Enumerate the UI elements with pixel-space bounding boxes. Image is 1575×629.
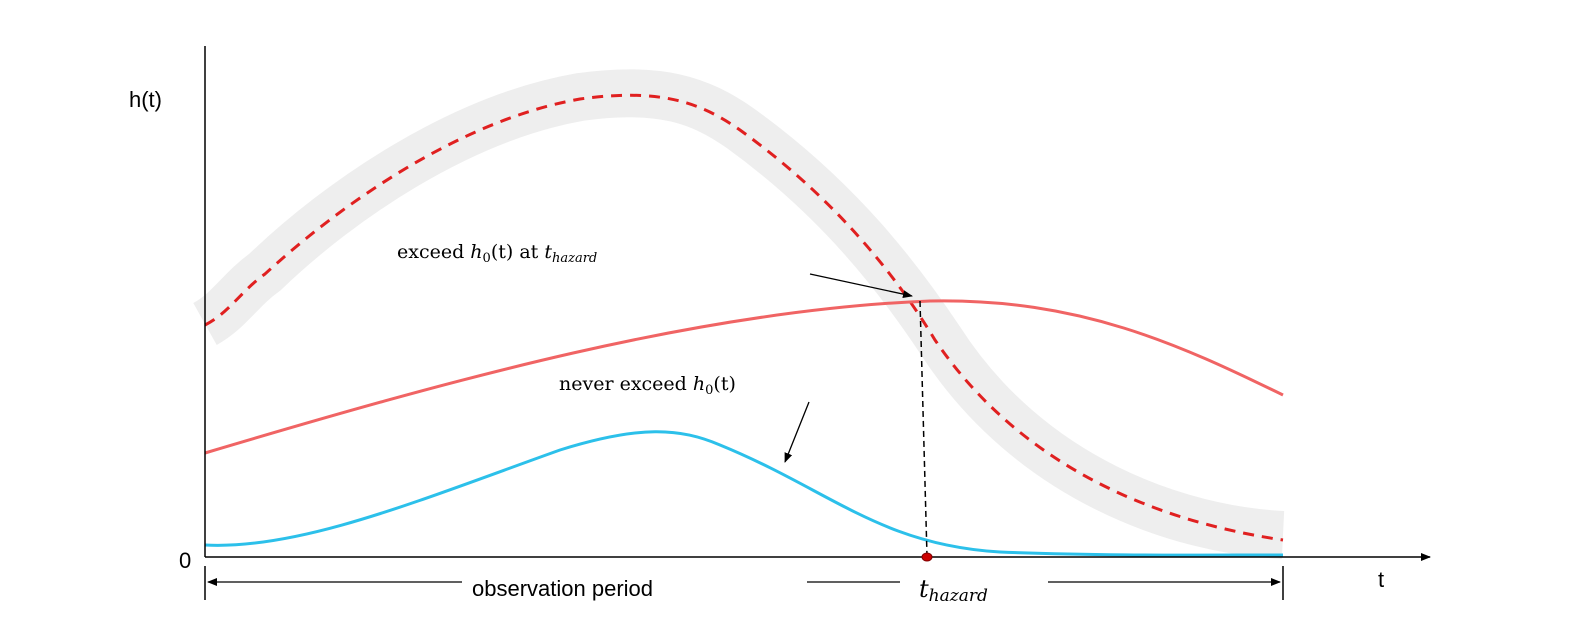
y-axis-label: h(t) <box>129 87 162 112</box>
never-h-sub: 0 <box>705 383 713 398</box>
t-hazard-label: thazard <box>919 575 988 606</box>
exceed-h-sub: 0 <box>483 251 491 266</box>
exceed-t-sub: hazard <box>552 251 597 266</box>
observation-period-label: observation period <box>472 576 653 601</box>
hazard-curve-exceed <box>204 299 1284 455</box>
exceed-h: h <box>470 241 482 263</box>
t-hazard-sub: hazard <box>929 586 988 606</box>
hazard-curve-never <box>204 430 1284 557</box>
exceed-t: t <box>544 241 552 263</box>
threshold-curve <box>204 93 1284 542</box>
exceed-prefix: exceed <box>397 241 470 263</box>
threshold-band <box>192 69 1285 559</box>
exceed-args: (t) <box>491 241 513 263</box>
exceed-annotation: exceed h0(t) at thazard <box>397 241 597 266</box>
never-prefix: never exceed <box>559 373 693 395</box>
never-arrow <box>784 401 810 463</box>
never-args: (t) <box>713 373 735 395</box>
t-hazard-main: t <box>919 575 929 603</box>
t-hazard-marker <box>921 552 933 562</box>
t-hazard-dropline <box>919 300 928 557</box>
zero-label: 0 <box>179 548 191 573</box>
never-h: h <box>693 373 705 395</box>
exceed-arrow <box>809 273 913 299</box>
x-axis-label: t <box>1378 567 1384 592</box>
never-annotation: never exceed h0(t) <box>559 373 736 398</box>
exceed-mid: at <box>513 241 544 263</box>
